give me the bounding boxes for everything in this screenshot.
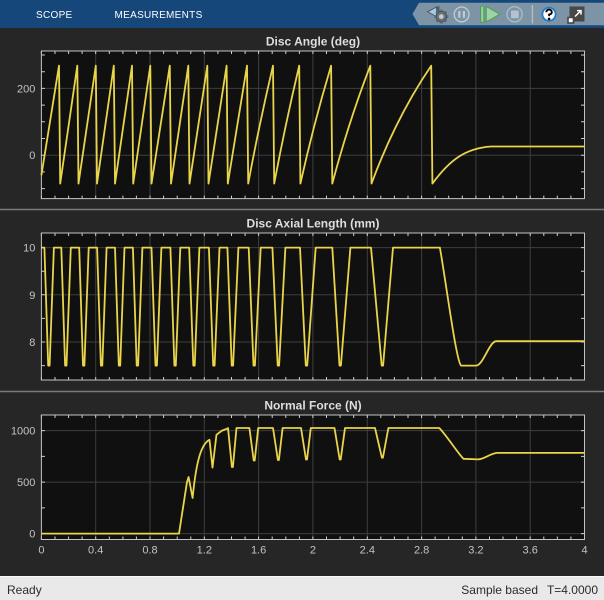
svg-text:1000: 1000: [11, 426, 35, 438]
svg-text:1.2: 1.2: [197, 545, 212, 557]
svg-text:3.6: 3.6: [523, 545, 538, 557]
svg-text:1.6: 1.6: [251, 545, 266, 557]
svg-text:Normal Force (N): Normal Force (N): [264, 399, 361, 413]
svg-text:0: 0: [38, 545, 44, 557]
svg-text:10: 10: [23, 243, 35, 255]
svg-text:2.8: 2.8: [414, 545, 429, 557]
svg-text:500: 500: [17, 477, 35, 489]
svg-text:Disc Angle (deg): Disc Angle (deg): [266, 34, 360, 48]
svg-text:2.4: 2.4: [360, 545, 375, 557]
svg-text:200: 200: [17, 83, 35, 95]
svg-text:0.8: 0.8: [142, 545, 157, 557]
svg-text:9: 9: [29, 290, 35, 302]
svg-text:8: 8: [29, 337, 35, 349]
svg-text:3.2: 3.2: [468, 545, 483, 557]
svg-text:4: 4: [581, 545, 587, 557]
svg-text:Disc Axial Length (mm): Disc Axial Length (mm): [247, 216, 380, 230]
svg-text:2: 2: [310, 545, 316, 557]
svg-text:0: 0: [29, 529, 35, 541]
svg-text:0.4: 0.4: [88, 545, 103, 557]
svg-text:0: 0: [29, 150, 35, 162]
